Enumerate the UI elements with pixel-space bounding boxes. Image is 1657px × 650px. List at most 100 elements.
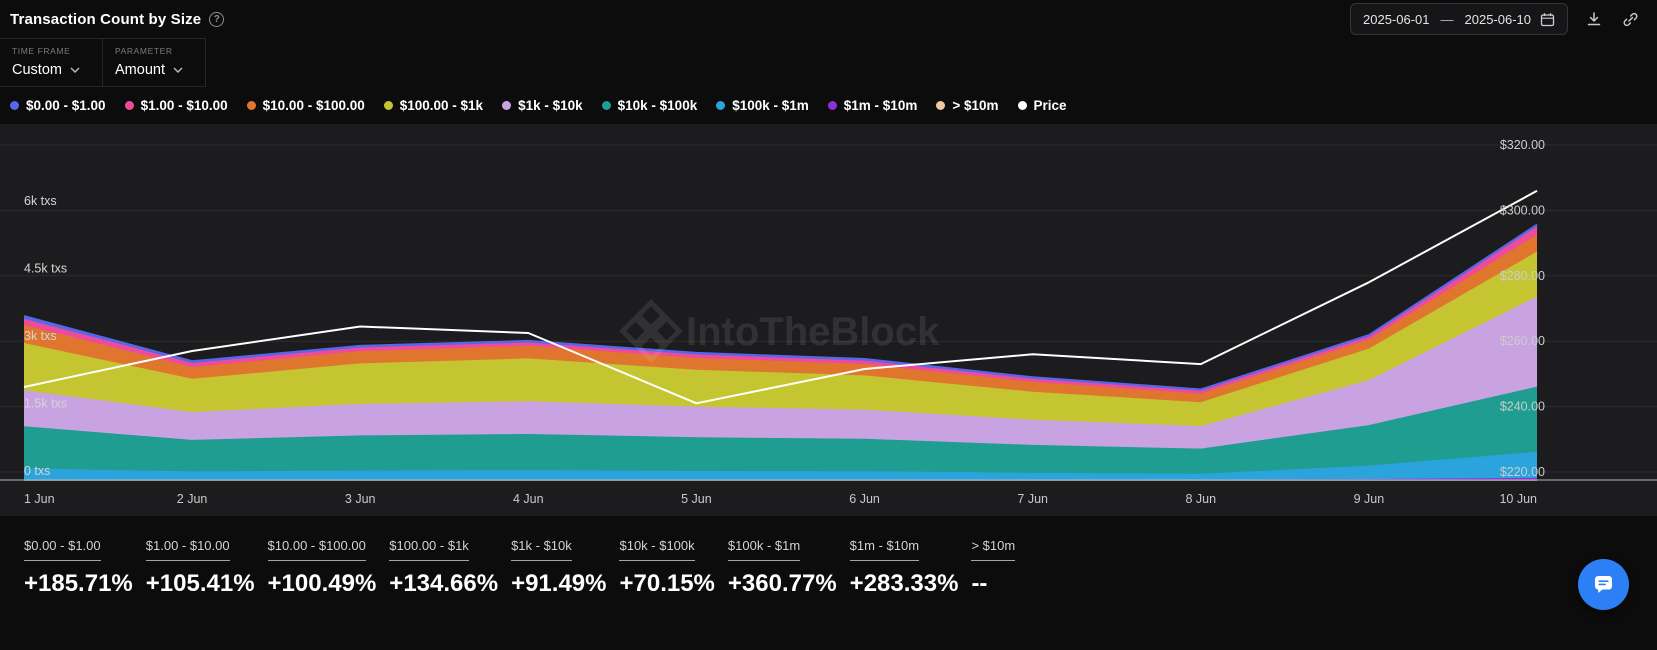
x-axis-label: 8 Jun [1186,492,1217,506]
legend-item[interactable]: $1.00 - $10.00 [124,98,228,113]
time-frame-select[interactable]: TIME FRAME Custom [0,38,103,87]
legend-item[interactable]: $100.00 - $1k [383,98,484,113]
chart-area[interactable]: IntoTheBlock 0 txs 1.5k txs 3k txs 4.5k txs 6… [0,124,1657,516]
legend-label: $1m - $10m [843,98,918,113]
right-axis-label: $240.00 [1500,400,1545,414]
right-axis-label: $260.00 [1500,334,1545,348]
legend-item[interactable]: $100k - $1m [716,98,809,113]
chat-widget-button[interactable] [1578,559,1629,610]
x-axis-label: 6 Jun [849,492,880,506]
price-line [23,189,1538,405]
download-icon [1587,12,1601,26]
help-icon[interactable]: ? [209,11,225,27]
legend-swatch-icon [601,101,611,110]
stat-change-value: +70.15% [619,570,715,597]
stat-item: > $10m -- [971,538,1016,598]
title-wrap: Transaction Count by Size ? [10,10,225,28]
area-series [24,224,1537,391]
header: Transaction Count by Size ? 2025-06-01 —… [0,0,1657,38]
stat-change-value: +100.49% [267,570,377,597]
legend-swatch-icon [383,101,393,110]
legend-label: $100.00 - $1k [399,98,484,113]
parameter-select[interactable]: PARAMETER Amount [103,38,206,87]
chart-svg[interactable]: IntoTheBlock 0 txs 1.5k txs 3k txs 4.5k txs 6… [0,124,1657,516]
stat-label[interactable]: $100.00 - $1k [389,538,469,561]
right-axis-label: $280.00 [1500,269,1545,283]
legend-label: > $10m [952,98,999,113]
parameter-label: PARAMETER [115,46,173,56]
download-button[interactable] [1584,9,1604,29]
legend-swatch-icon [827,101,837,110]
stat-label[interactable]: $10k - $100k [619,538,695,561]
x-axis-label: 4 Jun [513,492,544,506]
area-series [24,296,1537,449]
stat-change-value: +105.41% [145,570,255,597]
legend-swatch-icon [246,101,256,110]
x-axis-label: 5 Jun [681,492,712,506]
stat-label[interactable]: $1.00 - $10.00 [145,538,230,561]
stat-item: $1k - $10k +91.49% [511,538,606,598]
stat-change-value: +185.71% [24,570,133,597]
left-axis-label: 1.5k txs [24,397,67,411]
legend-swatch-icon [124,101,134,110]
stats-bar: $0.00 - $1.00 +185.71% $1.00 - $10.00 +105.… [0,516,1657,649]
x-axis-label: 1 Jun [24,492,55,506]
legend-label: $0.00 - $1.00 [26,98,106,113]
legend-swatch-icon [936,101,946,110]
legend-label: $10.00 - $100.00 [262,98,365,113]
stat-item: $10.00 - $100.00 +100.49% [267,538,377,598]
legend-item[interactable]: $0.00 - $1.00 [10,98,106,113]
stat-label[interactable]: $100k - $1m [727,538,801,561]
stat-item: $10k - $100k +70.15% [619,538,715,598]
header-actions: 2025-06-01 — 2025-06-10 [1350,3,1641,35]
stat-label[interactable]: $1m - $10m [849,538,920,561]
area-series [24,251,1537,427]
stat-label[interactable]: > $10m [971,538,1016,561]
stat-change-value: -- [971,570,988,597]
date-range-picker[interactable]: 2025-06-01 — 2025-06-10 [1350,3,1568,35]
stat-label[interactable]: $1k - $10k [511,538,572,561]
stat-item: $0.00 - $1.00 +185.71% [24,538,133,598]
x-axis-label: 10 Jun [1499,492,1537,506]
area-series-edge [23,223,1538,391]
legend-swatch-icon [1017,101,1027,110]
chevron-down-icon [70,67,80,73]
left-axis-label: 3k txs [24,329,57,343]
date-separator: — [1440,11,1454,27]
page-title: Transaction Count by Size [10,10,202,28]
stat-item: $100k - $1m +360.77% [727,538,837,598]
area-series [24,234,1537,403]
legend-item[interactable]: $1m - $10m [827,98,918,113]
watermark-text: IntoTheBlock [686,310,940,354]
stat-change-value: +283.33% [849,570,959,597]
legend-item[interactable]: > $10m [936,98,999,113]
time-frame-value: Custom [12,62,62,78]
share-link-button[interactable] [1620,9,1641,30]
parameter-value: Amount [115,62,165,78]
legend-item[interactable]: $10.00 - $100.00 [246,98,365,113]
watermark: IntoTheBlock [619,299,940,363]
left-axis-label: 4.5k txs [24,262,67,276]
calendar-icon [1540,12,1555,26]
stat-label[interactable]: $10.00 - $100.00 [267,538,366,561]
stat-label[interactable]: $0.00 - $1.00 [24,538,101,561]
legend-label: $1.00 - $10.00 [140,98,228,113]
left-axis-label: 0 txs [24,464,50,478]
x-axis-label: 2 Jun [177,492,208,506]
date-end: 2025-06-10 [1464,11,1532,27]
legend-label: $1k - $10k [518,98,583,113]
chevron-down-icon [173,67,183,73]
stat-change-value: +134.66% [389,570,499,597]
legend-swatch-icon [502,101,512,110]
chat-icon [1595,576,1612,593]
right-axis-label: $220.00 [1500,465,1545,479]
date-start: 2025-06-01 [1363,11,1430,27]
legend-item[interactable]: Price [1017,98,1067,113]
stat-change-value: +360.77% [727,570,837,597]
legend-item[interactable]: $10k - $100k [601,98,697,113]
legend: $0.00 - $1.00 $1.00 - $10.00 $10.00 - $100… [0,87,1657,124]
legend-label: Price [1033,98,1067,113]
x-axis-label: 3 Jun [345,492,376,506]
x-axis-label: 9 Jun [1354,492,1385,506]
legend-item[interactable]: $1k - $10k [502,98,583,113]
